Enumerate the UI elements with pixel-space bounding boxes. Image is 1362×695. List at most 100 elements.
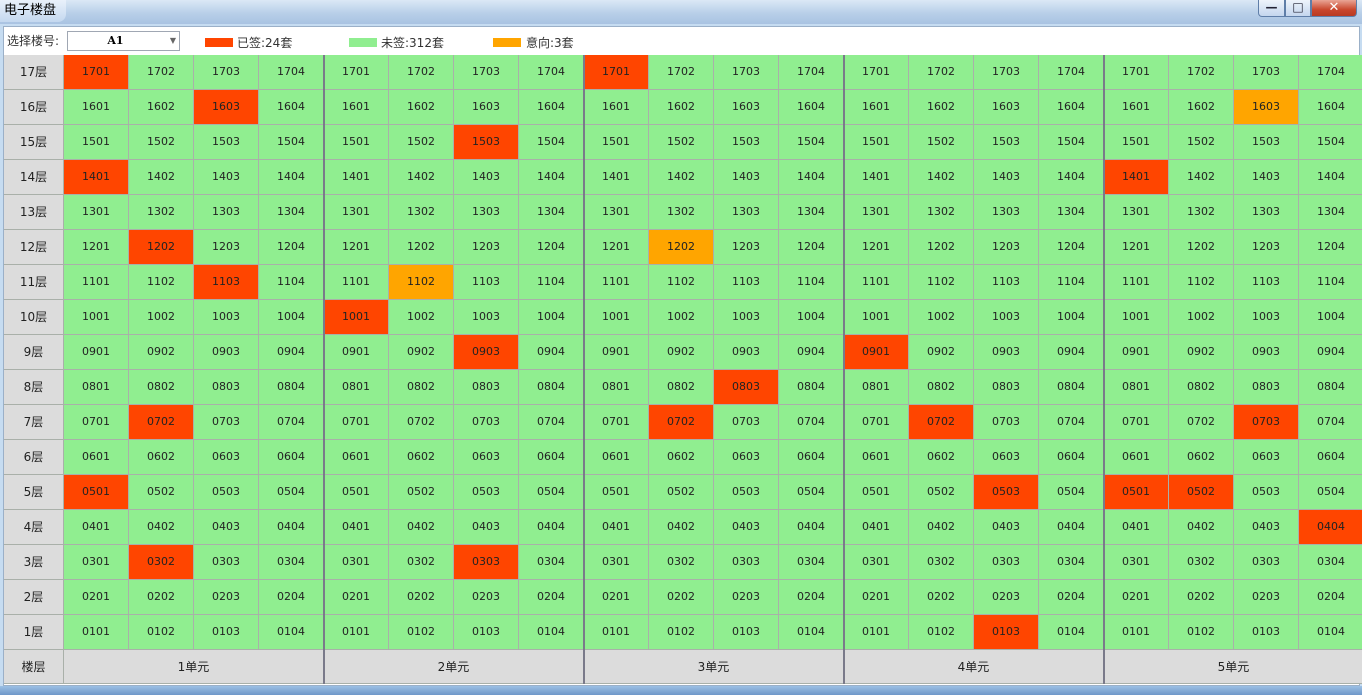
room-cell[interactable]: 0103	[194, 615, 259, 650]
room-cell[interactable]: 0104	[1039, 615, 1104, 650]
room-cell[interactable]: 1502	[389, 125, 454, 160]
room-cell[interactable]: 1101	[844, 265, 909, 300]
room-cell[interactable]: 0901	[1104, 335, 1169, 370]
room-cell[interactable]: 1304	[779, 195, 844, 230]
room-cell[interactable]: 0703	[194, 405, 259, 440]
room-cell[interactable]: 0301	[844, 545, 909, 580]
room-cell[interactable]: 0801	[1104, 370, 1169, 405]
room-cell[interactable]: 1703	[974, 55, 1039, 90]
room-cell[interactable]: 1503	[1234, 125, 1299, 160]
room-cell[interactable]: 0904	[1039, 335, 1104, 370]
room-cell[interactable]: 0202	[389, 580, 454, 615]
room-cell[interactable]: 1301	[64, 195, 129, 230]
room-cell[interactable]: 0102	[389, 615, 454, 650]
room-cell[interactable]: 0804	[1299, 370, 1362, 405]
building-select[interactable]: A1 ▼	[67, 31, 180, 51]
room-cell[interactable]: 0302	[649, 545, 714, 580]
room-cell[interactable]: 0702	[909, 405, 974, 440]
room-cell[interactable]: 0701	[1104, 405, 1169, 440]
room-cell[interactable]: 0202	[909, 580, 974, 615]
room-cell[interactable]: 0603	[714, 440, 779, 475]
room-cell[interactable]: 0602	[909, 440, 974, 475]
room-cell[interactable]: 1402	[1169, 160, 1234, 195]
room-cell[interactable]: 1704	[519, 55, 584, 90]
room-cell[interactable]: 1303	[974, 195, 1039, 230]
minimize-button[interactable]: —	[1258, 0, 1285, 17]
room-cell[interactable]: 1603	[714, 90, 779, 125]
room-cell[interactable]: 1102	[649, 265, 714, 300]
room-cell[interactable]: 1604	[1299, 90, 1362, 125]
room-cell[interactable]: 0804	[259, 370, 324, 405]
room-cell[interactable]: 0301	[1104, 545, 1169, 580]
room-cell[interactable]: 0403	[714, 510, 779, 545]
room-cell[interactable]: 0102	[649, 615, 714, 650]
room-cell[interactable]: 1504	[1039, 125, 1104, 160]
room-cell[interactable]: 1201	[1104, 230, 1169, 265]
room-cell[interactable]: 0802	[129, 370, 194, 405]
room-cell[interactable]: 1301	[1104, 195, 1169, 230]
room-cell[interactable]: 0302	[129, 545, 194, 580]
room-cell[interactable]: 1401	[1104, 160, 1169, 195]
room-cell[interactable]: 0602	[1169, 440, 1234, 475]
room-cell[interactable]: 0403	[1234, 510, 1299, 545]
room-cell[interactable]: 0201	[324, 580, 389, 615]
room-cell[interactable]: 1002	[389, 300, 454, 335]
room-cell[interactable]: 1201	[324, 230, 389, 265]
room-cell[interactable]: 1303	[714, 195, 779, 230]
room-cell[interactable]: 0801	[844, 370, 909, 405]
room-cell[interactable]: 1303	[454, 195, 519, 230]
room-cell[interactable]: 1403	[714, 160, 779, 195]
room-cell[interactable]: 0601	[1104, 440, 1169, 475]
room-cell[interactable]: 1403	[454, 160, 519, 195]
room-cell[interactable]: 0302	[909, 545, 974, 580]
room-cell[interactable]: 1404	[259, 160, 324, 195]
room-cell[interactable]: 0703	[1234, 405, 1299, 440]
room-cell[interactable]: 0603	[974, 440, 1039, 475]
room-cell[interactable]: 1104	[1299, 265, 1362, 300]
room-cell[interactable]: 0503	[454, 475, 519, 510]
room-cell[interactable]: 1001	[1104, 300, 1169, 335]
room-cell[interactable]: 0801	[584, 370, 649, 405]
room-cell[interactable]: 0404	[1299, 510, 1362, 545]
room-cell[interactable]: 0702	[649, 405, 714, 440]
room-cell[interactable]: 1104	[1039, 265, 1104, 300]
room-cell[interactable]: 1301	[844, 195, 909, 230]
room-cell[interactable]: 0303	[194, 545, 259, 580]
room-cell[interactable]: 0904	[1299, 335, 1362, 370]
room-cell[interactable]: 1403	[974, 160, 1039, 195]
room-cell[interactable]: 1101	[64, 265, 129, 300]
room-cell[interactable]: 0101	[324, 615, 389, 650]
room-cell[interactable]: 1702	[1169, 55, 1234, 90]
room-cell[interactable]: 1704	[779, 55, 844, 90]
room-cell[interactable]: 0603	[454, 440, 519, 475]
room-cell[interactable]: 0201	[1104, 580, 1169, 615]
room-cell[interactable]: 1103	[454, 265, 519, 300]
room-cell[interactable]: 0803	[974, 370, 1039, 405]
room-cell[interactable]: 1404	[1039, 160, 1104, 195]
room-cell[interactable]: 0203	[454, 580, 519, 615]
room-cell[interactable]: 0902	[1169, 335, 1234, 370]
room-cell[interactable]: 0303	[1234, 545, 1299, 580]
room-cell[interactable]: 1703	[454, 55, 519, 90]
room-cell[interactable]: 0304	[779, 545, 844, 580]
room-cell[interactable]: 1201	[584, 230, 649, 265]
room-cell[interactable]: 1502	[649, 125, 714, 160]
room-cell[interactable]: 1302	[649, 195, 714, 230]
room-cell[interactable]: 0602	[649, 440, 714, 475]
room-cell[interactable]: 0802	[389, 370, 454, 405]
room-cell[interactable]: 1703	[1234, 55, 1299, 90]
room-cell[interactable]: 0501	[1104, 475, 1169, 510]
room-cell[interactable]: 0703	[454, 405, 519, 440]
room-cell[interactable]: 1701	[324, 55, 389, 90]
room-cell[interactable]: 1601	[1104, 90, 1169, 125]
room-cell[interactable]: 0501	[584, 475, 649, 510]
room-cell[interactable]: 0202	[649, 580, 714, 615]
room-cell[interactable]: 0104	[1299, 615, 1362, 650]
room-cell[interactable]: 1204	[779, 230, 844, 265]
room-cell[interactable]: 1504	[259, 125, 324, 160]
room-cell[interactable]: 0901	[584, 335, 649, 370]
room-cell[interactable]: 1103	[194, 265, 259, 300]
room-cell[interactable]: 0703	[974, 405, 1039, 440]
room-cell[interactable]: 1601	[844, 90, 909, 125]
room-cell[interactable]: 1603	[194, 90, 259, 125]
